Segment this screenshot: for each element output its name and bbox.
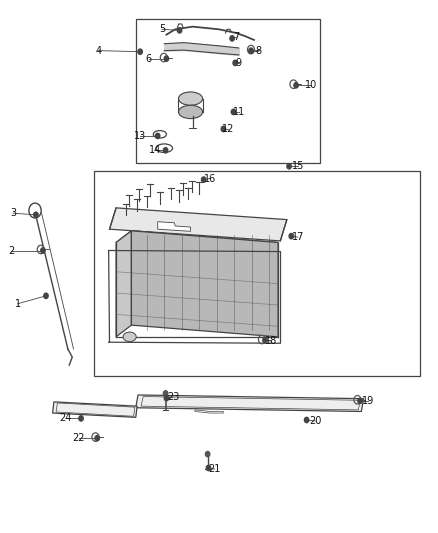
Text: 20: 20: [309, 416, 321, 426]
Circle shape: [164, 56, 169, 61]
Bar: [94, 171, 420, 376]
Text: 16: 16: [204, 174, 216, 183]
Circle shape: [249, 48, 253, 53]
Circle shape: [358, 398, 362, 403]
Circle shape: [205, 451, 210, 457]
Text: 14: 14: [149, 146, 162, 155]
Circle shape: [263, 337, 267, 343]
Ellipse shape: [179, 106, 202, 119]
Circle shape: [163, 391, 168, 396]
Polygon shape: [110, 208, 287, 241]
Text: 19: 19: [362, 396, 374, 406]
Circle shape: [41, 248, 45, 253]
Polygon shape: [195, 410, 223, 413]
Text: 21: 21: [208, 464, 221, 474]
Circle shape: [221, 126, 226, 132]
Circle shape: [294, 83, 298, 88]
Text: 23: 23: [167, 392, 179, 402]
Text: 8: 8: [255, 46, 261, 55]
Bar: [136, 19, 320, 163]
Text: 4: 4: [95, 46, 102, 55]
Circle shape: [95, 435, 99, 441]
Text: 22: 22: [73, 433, 85, 443]
Text: 7: 7: [233, 33, 240, 42]
Circle shape: [177, 28, 182, 33]
Text: 2: 2: [8, 246, 14, 255]
Text: 10: 10: [305, 80, 317, 90]
Text: 3: 3: [10, 208, 16, 218]
Circle shape: [201, 177, 206, 182]
Text: 13: 13: [134, 131, 146, 141]
Circle shape: [230, 36, 234, 41]
Circle shape: [164, 395, 169, 401]
Circle shape: [304, 417, 309, 423]
Text: 5: 5: [159, 25, 165, 34]
Polygon shape: [136, 395, 364, 411]
Circle shape: [79, 416, 83, 421]
Circle shape: [231, 109, 236, 115]
Ellipse shape: [123, 332, 136, 342]
Text: 18: 18: [265, 336, 278, 346]
Circle shape: [34, 212, 38, 217]
Text: 9: 9: [236, 58, 242, 68]
Polygon shape: [131, 231, 278, 337]
Circle shape: [44, 293, 48, 298]
Circle shape: [155, 133, 160, 139]
Text: 17: 17: [292, 232, 304, 242]
Polygon shape: [116, 231, 131, 337]
Text: 24: 24: [60, 414, 72, 423]
Polygon shape: [53, 402, 137, 417]
Text: 12: 12: [222, 124, 234, 134]
Circle shape: [163, 148, 168, 153]
Text: 15: 15: [292, 161, 304, 171]
Polygon shape: [116, 231, 278, 254]
Circle shape: [233, 60, 237, 66]
Text: 6: 6: [146, 54, 152, 63]
Circle shape: [287, 164, 291, 169]
Circle shape: [138, 49, 142, 54]
Polygon shape: [158, 222, 191, 231]
Ellipse shape: [179, 92, 202, 106]
Circle shape: [289, 233, 293, 239]
Circle shape: [206, 465, 211, 471]
Text: 1: 1: [14, 299, 21, 309]
Text: 11: 11: [233, 107, 245, 117]
